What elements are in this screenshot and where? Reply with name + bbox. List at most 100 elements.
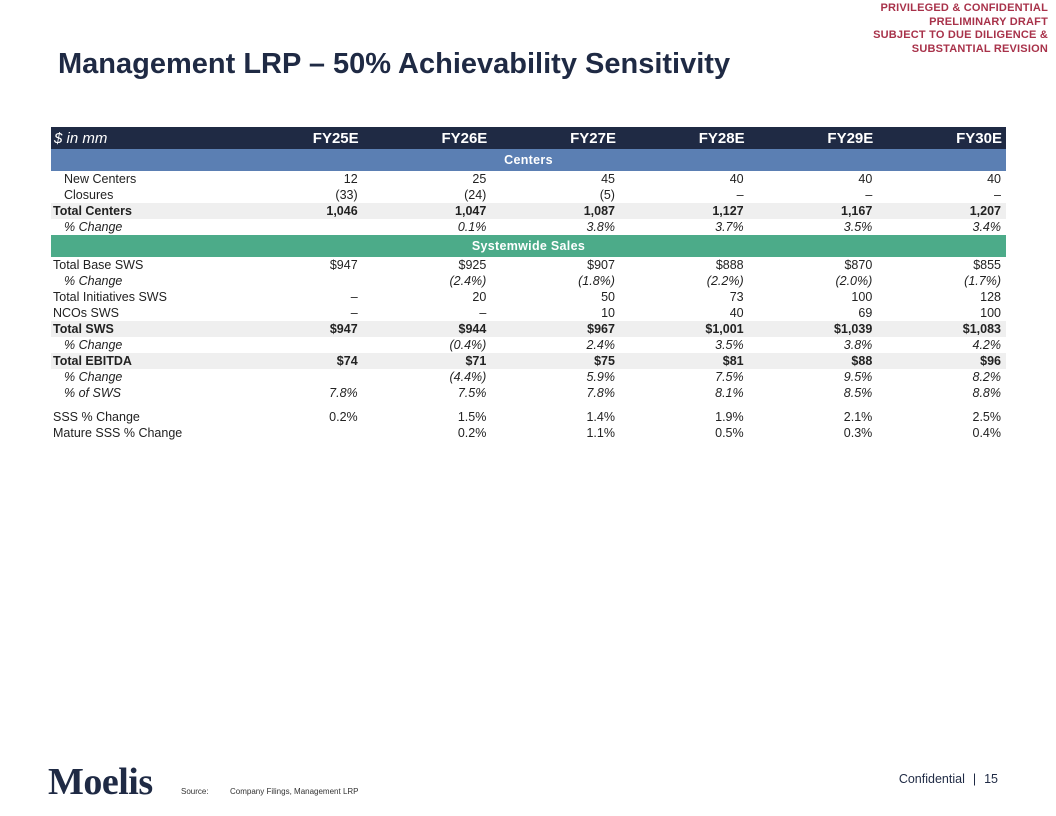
table-cell: 8.2%: [972, 370, 1002, 384]
table-cell: 0.4%: [972, 426, 1002, 440]
table-cell: 1,207: [877, 203, 1006, 219]
spacer-cell: [51, 401, 1006, 409]
table-cell: $944: [362, 321, 492, 337]
table-cell: 1,127: [619, 203, 749, 219]
table-cell: 20: [472, 290, 487, 304]
footer-separator: |: [972, 772, 977, 786]
table-row: % Change (0.4%) 2.4% 3.5% 3.8% 4.2%: [51, 337, 1006, 353]
table-cell: 0.5%: [715, 426, 744, 440]
table-cell: 3.5%: [843, 220, 873, 234]
section-header: Systemwide Sales: [51, 235, 1006, 257]
table-cell: 1.5%: [457, 410, 487, 424]
column-header: FY26E: [362, 127, 492, 149]
table-row: Total Initiatives SWS – 20 50 73 100 128: [51, 289, 1006, 305]
spacer-row: [51, 401, 1006, 409]
table-cell: [234, 219, 363, 235]
footer: Confidential | 15: [899, 772, 998, 786]
table-cell: 100: [851, 290, 873, 304]
table-cell: 3.8%: [586, 220, 615, 234]
table-cell: –: [994, 188, 1001, 202]
table-cell: 2.4%: [586, 338, 615, 352]
table-cell: $1,083: [877, 321, 1006, 337]
table-row: % Change (2.4%) (1.8%) (2.2%) (2.0%) (1.7%): [51, 273, 1006, 289]
row-label: Total EBITDA: [51, 353, 234, 369]
table-row: Closures (33) (24) (5) – – –: [51, 187, 1006, 203]
page-number: 15: [984, 772, 998, 786]
table-cell: 3.7%: [715, 220, 744, 234]
table-cell: (4.4%): [449, 370, 487, 384]
table-cell: [234, 369, 363, 385]
row-label: Total SWS: [51, 321, 234, 337]
table-cell: 3.8%: [843, 338, 873, 352]
footer-confidential: Confidential: [898, 772, 965, 786]
unit-label: $ in mm: [51, 127, 234, 149]
table-cell: 0.2%: [329, 410, 358, 424]
table-cell: 0.2%: [457, 426, 487, 440]
table-cell: 8.5%: [843, 386, 873, 400]
table-cell: [234, 337, 363, 353]
table-cell: $74: [234, 353, 363, 369]
table-cell: 69: [858, 306, 873, 320]
section-header-row: Systemwide Sales: [51, 235, 1006, 257]
table-row: SSS % Change 0.2% 1.5% 1.4% 1.9% 2.1% 2.5%: [51, 409, 1006, 425]
table-cell: 0.3%: [843, 426, 873, 440]
table-cell: [234, 425, 363, 441]
table-cell: (1.7%): [964, 274, 1001, 288]
table-cell: [234, 273, 363, 289]
row-label: NCOs SWS: [53, 306, 119, 320]
table-cell: (1.8%): [578, 274, 615, 288]
table-cell: 73: [729, 290, 744, 304]
table-cell: 1.1%: [586, 426, 615, 440]
table-cell: 50: [601, 290, 615, 304]
table-cell: 40: [858, 172, 873, 186]
table-cell: $888: [715, 258, 744, 272]
table-cell: $1,001: [619, 321, 749, 337]
table-cell: 4.2%: [972, 338, 1002, 352]
table-cell: $925: [458, 258, 487, 272]
confidentiality-notice: PRIVILEGED & CONFIDENTIAL PRELIMINARY DR…: [873, 2, 1048, 56]
table-cell: $907: [587, 258, 615, 272]
table-row: NCOs SWS – – 10 40 69 100: [51, 305, 1006, 321]
row-label: Total Base SWS: [53, 258, 144, 272]
table-cell: 8.1%: [715, 386, 744, 400]
table-row: % of SWS 7.8% 7.5% 7.8% 8.1% 8.5% 8.8%: [51, 385, 1006, 401]
table-cell: 40: [729, 172, 744, 186]
table-cell: 7.5%: [457, 386, 487, 400]
table-cell: (2.0%): [835, 274, 873, 288]
table-cell: $1,039: [748, 321, 878, 337]
section-header-row: Centers: [51, 149, 1006, 171]
moelis-logo: Moelis: [48, 761, 153, 803]
table-cell: 40: [987, 172, 1001, 186]
confidentiality-line: SUBJECT TO DUE DILIGENCE &: [873, 29, 1048, 41]
table-cell: $81: [619, 353, 749, 369]
row-label: % Change: [64, 370, 123, 384]
table-cell: 1,167: [748, 203, 878, 219]
section-header: Centers: [51, 149, 1006, 171]
table-cell: 2.5%: [972, 410, 1002, 424]
table-cell: 2.1%: [843, 410, 873, 424]
source-note: Source: Company Filings, Management LRP: [181, 787, 359, 796]
table-cell: 0.1%: [457, 220, 487, 234]
row-label: Total Initiatives SWS: [53, 290, 167, 304]
table-row: Total Centers 1,046 1,047 1,087 1,127 1,167 1,…: [51, 203, 1006, 219]
source-text: Company Filings, Management LRP: [230, 787, 359, 796]
table-cell: 3.4%: [972, 220, 1002, 234]
table-cell: $88: [748, 353, 878, 369]
table-cell: $967: [491, 321, 620, 337]
table-cell: 1,047: [362, 203, 492, 219]
sensitivity-table: $ in mm FY25E FY26E FY27E FY28E FY29E FY…: [51, 127, 1006, 441]
table-row: New Centers 12 25 45 40 40 40: [51, 171, 1006, 187]
table-cell: –: [350, 290, 358, 304]
source-label: Source:: [181, 787, 209, 796]
page-title: Management LRP – 50% Achievability Sensi…: [58, 48, 731, 80]
table-cell: 1.4%: [586, 410, 615, 424]
table-cell: (33): [335, 188, 358, 202]
table-cell: –: [865, 188, 873, 202]
table-row: % Change (4.4%) 5.9% 7.5% 9.5% 8.2%: [51, 369, 1006, 385]
row-label: Mature SSS % Change: [53, 426, 183, 440]
row-label: Closures: [64, 188, 114, 202]
table-row: Total EBITDA $74 $71 $75 $81 $88 $96: [51, 353, 1006, 369]
table-header-row: $ in mm FY25E FY26E FY27E FY28E FY29E FY…: [51, 127, 1006, 149]
table-cell: (0.4%): [449, 338, 487, 352]
row-label: % of SWS: [64, 386, 121, 400]
